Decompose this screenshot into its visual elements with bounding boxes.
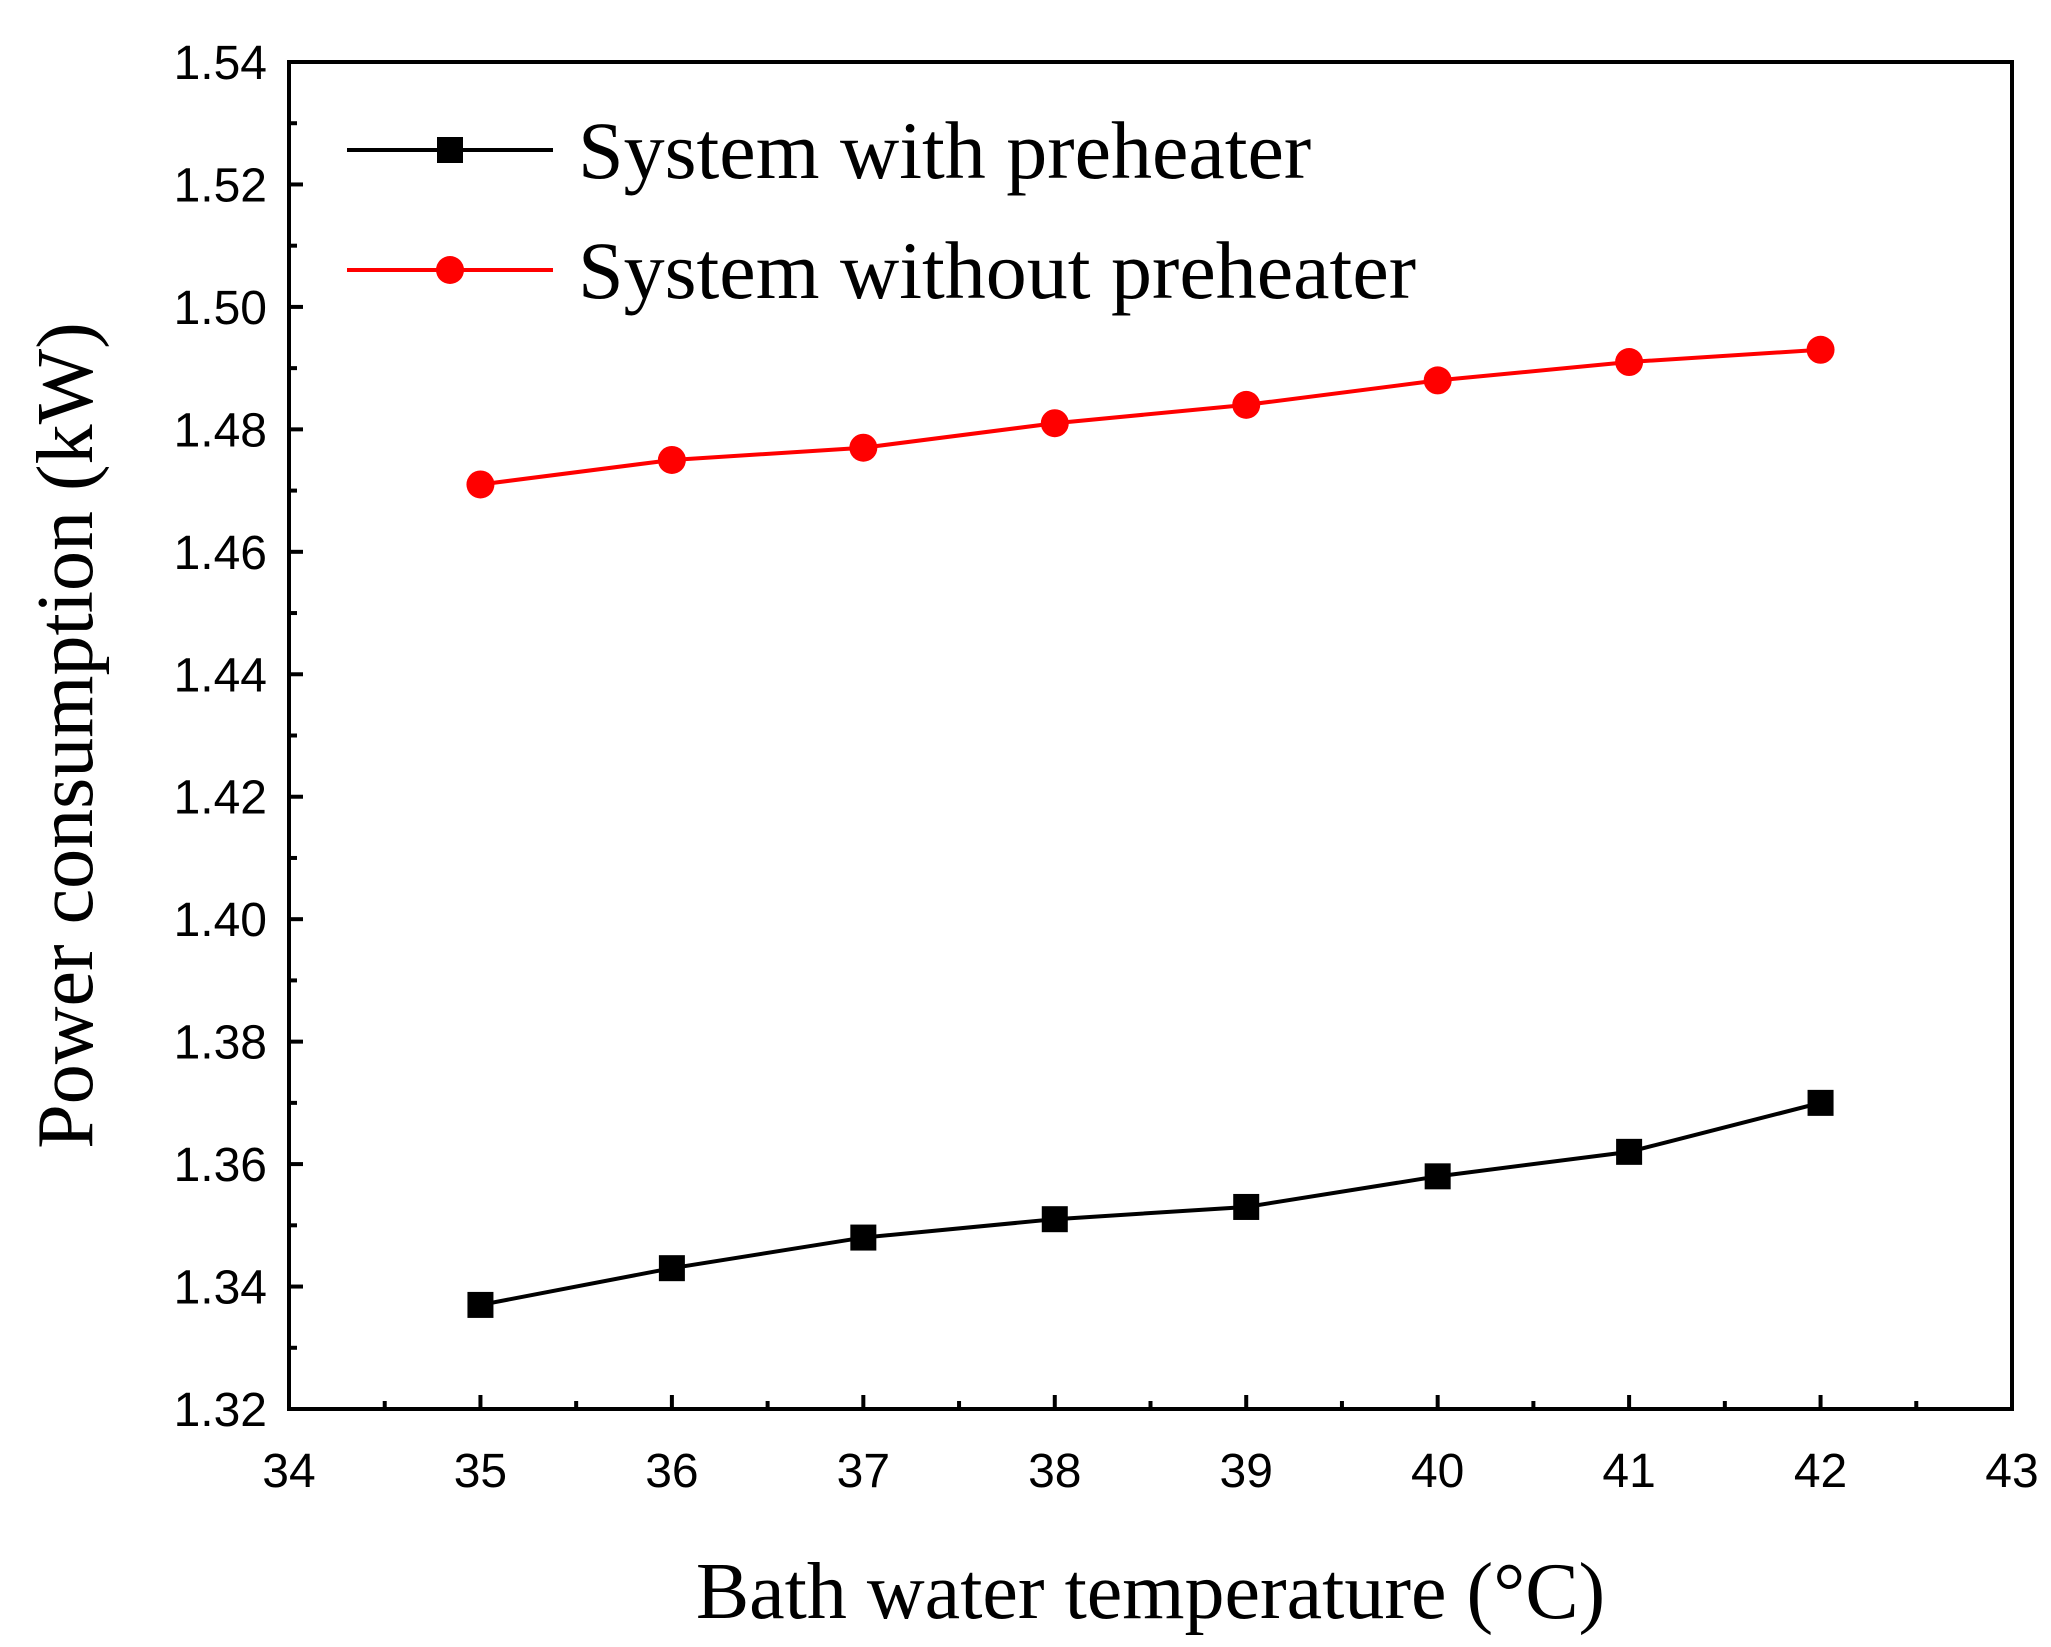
data-point <box>1806 335 1835 364</box>
y-tick-label: 1.46 <box>174 527 267 580</box>
data-point <box>1232 390 1261 419</box>
y-tick-label: 1.44 <box>174 649 267 702</box>
data-point <box>1040 409 1069 438</box>
data-point <box>1233 1193 1260 1220</box>
y-tick-label: 1.52 <box>174 159 267 212</box>
y-tick-label: 1.36 <box>174 1139 267 1192</box>
y-tick-label: 1.50 <box>174 282 267 335</box>
x-tick-label: 36 <box>645 1445 698 1498</box>
legend: System with preheater System without pre… <box>347 105 1416 316</box>
axes-layer: 34 35 36 37 38 39 40 41 42 43 1.32 1.34 1.36 1.38 1.40… <box>174 37 2039 1498</box>
y-tick-label: 1.48 <box>174 404 267 457</box>
x-tick-label: 34 <box>262 1445 315 1498</box>
data-point <box>1615 348 1644 377</box>
series-line <box>480 347 1821 487</box>
data-point <box>1041 1206 1068 1233</box>
x-tick-label: 41 <box>1602 1445 1655 1498</box>
data-point <box>657 445 686 474</box>
x-tick-label: 42 <box>1794 1445 1847 1498</box>
y-tick-label: 1.54 <box>174 37 267 90</box>
y-tick-label: 1.32 <box>174 1384 267 1437</box>
x-tick-label: 35 <box>454 1445 507 1498</box>
series-line <box>480 1100 1822 1307</box>
data-point <box>1424 1163 1451 1190</box>
x-tick-label: 37 <box>837 1445 890 1498</box>
data-point <box>466 470 495 499</box>
data-point <box>850 1224 877 1251</box>
y-axis-title: Power consumption (kW) <box>22 322 110 1149</box>
data-point <box>467 1291 494 1318</box>
x-tick-label: 40 <box>1411 1445 1464 1498</box>
data-point <box>849 433 878 462</box>
y-tick-label: 1.42 <box>174 772 267 825</box>
x-tick-label: 38 <box>1028 1445 1081 1498</box>
data-point <box>1423 366 1452 395</box>
y-tick-label: 1.40 <box>174 894 267 947</box>
legend-label-without-preheater: System without preheater <box>578 225 1416 316</box>
data-point <box>658 1255 685 1282</box>
data-point <box>1616 1138 1643 1165</box>
series-layer <box>466 335 1835 1318</box>
x-tick-label: 43 <box>1985 1445 2038 1498</box>
data-point <box>1807 1089 1834 1116</box>
y-tick-label: 1.38 <box>174 1017 267 1070</box>
series-with-preheater <box>467 1089 1834 1318</box>
x-axis-title: Bath water temperature (°C) <box>696 1548 1605 1636</box>
legend-marker-with-preheater <box>437 137 463 163</box>
legend-marker-without-preheater <box>436 256 464 284</box>
y-tick-label: 1.34 <box>174 1262 267 1315</box>
series-without-preheater <box>466 335 1835 499</box>
x-tick-label: 39 <box>1220 1445 1273 1498</box>
legend-label-with-preheater: System with preheater <box>578 105 1311 196</box>
